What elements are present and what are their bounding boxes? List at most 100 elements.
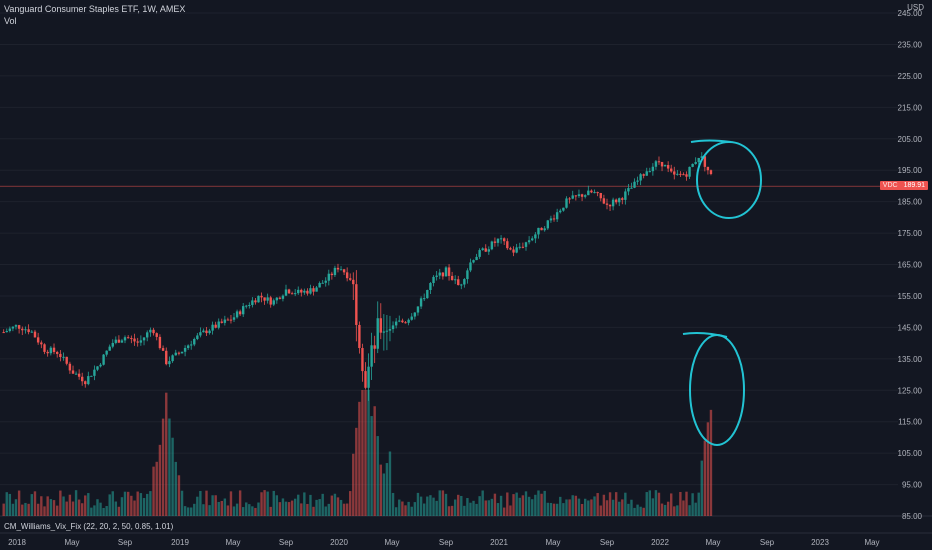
candle-body <box>293 293 297 295</box>
candle-body <box>608 204 612 207</box>
candle-body <box>339 269 343 271</box>
candle-body <box>496 238 500 243</box>
annotation-circle-price <box>696 141 762 219</box>
candle-body <box>217 321 220 328</box>
candle-body <box>515 247 518 253</box>
currency-label[interactable]: USD <box>907 3 924 12</box>
volume-bar <box>531 499 534 516</box>
volume-bar <box>691 493 694 516</box>
volume-bar <box>161 418 165 516</box>
volume-bar <box>618 501 621 516</box>
candle-body <box>117 339 121 343</box>
candle-body <box>463 279 466 285</box>
candle-body <box>17 325 21 329</box>
candle-body <box>555 212 559 220</box>
candle-body <box>43 344 46 352</box>
volume-label[interactable]: Vol <box>4 16 17 26</box>
candle-body <box>269 297 272 305</box>
candle-body <box>624 191 627 200</box>
time-tick-label: 2022 <box>651 538 669 547</box>
candle-body <box>120 340 124 343</box>
symbol-title[interactable]: Vanguard Consumer Staples ETF, 1W, AMEX <box>4 4 186 14</box>
candle-body <box>627 188 630 192</box>
volume-bar <box>139 493 143 516</box>
volume-bar <box>419 496 423 516</box>
volume-bar <box>117 506 121 516</box>
volume-bar <box>466 498 469 516</box>
candle-body <box>605 203 609 205</box>
chart-legend: Vanguard Consumer Staples ETF, 1W, AMEX … <box>4 3 185 27</box>
candle-body <box>706 166 710 171</box>
price-axis[interactable]: 85.00 95.00 105.00 115.00 125.00 135.00 145.00… <box>898 9 923 521</box>
time-tick-label: 2018 <box>8 538 26 547</box>
candle-body <box>30 331 34 333</box>
candle-body <box>193 338 196 345</box>
volume-bar <box>238 490 242 516</box>
volume-bar <box>663 504 667 516</box>
volume-bar <box>611 499 615 516</box>
price-tick-label: 185.00 <box>898 198 923 207</box>
volume-bar <box>345 503 349 516</box>
volume-bar <box>290 500 294 516</box>
candle-body <box>226 319 230 321</box>
volume-bar <box>614 492 618 516</box>
candle-body <box>568 198 571 200</box>
volume-bar <box>196 496 199 516</box>
volume-bar <box>62 496 65 516</box>
candle-body <box>358 324 361 349</box>
candle-body <box>410 316 413 320</box>
volume-bar <box>493 493 497 516</box>
candle-body <box>422 298 426 300</box>
volume-bar <box>77 499 81 516</box>
volume-bar <box>518 497 521 516</box>
candle-body <box>130 338 133 340</box>
volume-bar <box>593 496 596 516</box>
candle-body <box>444 267 448 277</box>
candle-body <box>49 347 53 354</box>
volume-bar <box>599 505 602 516</box>
volume-bar <box>590 499 593 516</box>
volume-bar <box>36 503 40 516</box>
price-tick-label: 105.00 <box>898 449 923 458</box>
volume-bar <box>174 461 177 516</box>
last-price-tag: VDC 189.91 <box>879 181 928 190</box>
volume-bar <box>55 505 59 516</box>
indicator-label[interactable]: CM_Williams_Vix_Fix (22, 20, 2, 50, 0.85… <box>4 522 174 531</box>
volume-bar <box>180 490 184 516</box>
volume-bar <box>226 505 230 516</box>
candle-body <box>518 246 521 248</box>
volume-bar <box>679 491 682 516</box>
time-axis[interactable]: 2018 May Sep 2019 May Sep 2020 May Sep 2021 May Sep… <box>8 538 879 547</box>
candle-body <box>254 300 257 303</box>
volume-bar <box>102 507 105 516</box>
candle-body <box>136 341 139 343</box>
volume-bar <box>220 500 223 516</box>
candle-body <box>349 278 352 280</box>
candle-body <box>587 190 590 196</box>
volume-bar <box>496 503 500 516</box>
volume-bar <box>499 495 503 516</box>
candle-body <box>220 321 223 323</box>
volume-bar <box>146 493 149 516</box>
last-price-symbol: VDC <box>882 182 898 189</box>
volume-bar <box>398 499 401 516</box>
candle-body <box>77 373 81 377</box>
volume-bar <box>546 502 550 516</box>
candle-body <box>333 267 337 276</box>
volume-bar <box>549 502 553 516</box>
volume-bar <box>284 501 288 516</box>
candle-body <box>99 364 102 367</box>
candle-body <box>391 325 395 330</box>
candle-body <box>599 193 602 199</box>
volume-bar <box>370 416 373 516</box>
volume-bar <box>608 492 612 516</box>
candle-body <box>223 319 227 323</box>
volume-bar <box>339 499 343 516</box>
candle-body <box>96 366 99 370</box>
candle-body <box>611 199 615 207</box>
candle-body <box>303 290 306 293</box>
volume-bar <box>441 490 445 516</box>
candle-body <box>248 304 251 306</box>
volume-bar <box>349 491 352 516</box>
